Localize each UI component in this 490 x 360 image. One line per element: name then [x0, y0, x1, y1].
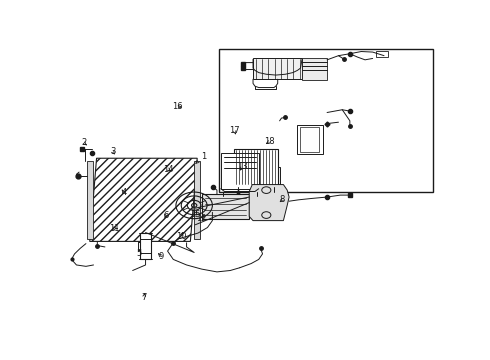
Text: 5: 5 [137, 248, 142, 257]
Bar [234, 149, 278, 186]
Text: 12: 12 [196, 214, 207, 223]
Bar [220, 153, 259, 189]
Polygon shape [249, 185, 289, 221]
Text: 8: 8 [280, 195, 285, 204]
Text: 7: 7 [141, 293, 147, 302]
Bar [232, 167, 280, 187]
Text: 2: 2 [81, 139, 87, 148]
Text: 16: 16 [172, 103, 182, 112]
Bar [302, 58, 327, 80]
Text: 3: 3 [110, 147, 115, 156]
Text: 6: 6 [163, 211, 169, 220]
Bar [202, 194, 249, 219]
Text: 13: 13 [238, 162, 248, 171]
Text: 1: 1 [196, 152, 206, 163]
Text: 14: 14 [163, 165, 173, 174]
Bar [376, 51, 388, 57]
Polygon shape [90, 158, 197, 242]
Text: 15: 15 [190, 210, 200, 219]
Bar [297, 125, 322, 154]
Text: 4: 4 [122, 188, 126, 197]
Text: 9: 9 [158, 252, 163, 261]
Bar [140, 233, 151, 260]
Text: 17: 17 [229, 126, 240, 135]
Bar [194, 161, 200, 239]
Text: 18: 18 [264, 137, 275, 146]
Bar [300, 127, 319, 152]
Bar [253, 58, 302, 79]
Bar [87, 161, 93, 239]
Text: 10: 10 [176, 232, 187, 241]
Text: 11: 11 [109, 224, 120, 233]
Bar [219, 49, 433, 192]
